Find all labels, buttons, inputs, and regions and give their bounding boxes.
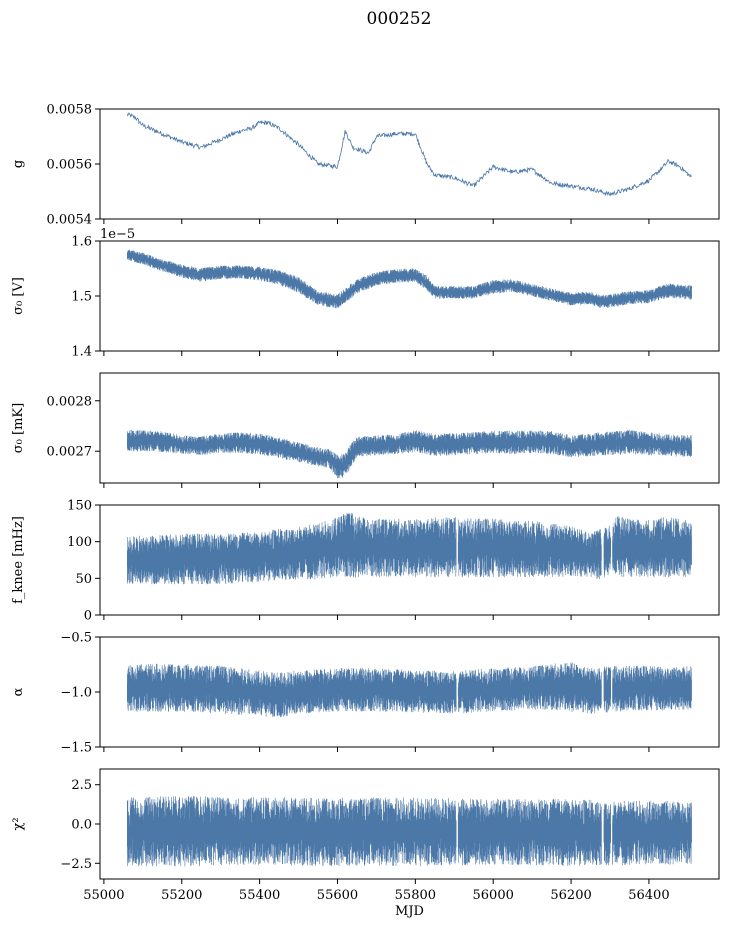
y-tick-label: 2.5 xyxy=(71,778,92,793)
y-axis-label: g xyxy=(11,160,26,168)
panel-6: −2.5 0.0 2.5 55000 55200 55400 55600 55800 56000… xyxy=(11,768,720,919)
series-band xyxy=(127,512,692,585)
series-line xyxy=(126,111,692,197)
offset-text: 1e−5 xyxy=(100,227,135,242)
series-group xyxy=(127,512,692,585)
y-axis-label: f_knee [mHz] xyxy=(11,516,26,604)
x-axis-label: MJD xyxy=(395,904,424,919)
y-tick-label: 100 xyxy=(67,535,92,550)
x-tick-label: 55000 xyxy=(83,888,124,903)
axes-frame xyxy=(99,240,720,352)
y-tick-label: 0.0058 xyxy=(47,103,93,118)
y-tick-label: 1.6 xyxy=(71,235,92,250)
axes-frame xyxy=(99,372,720,484)
panel-5: −1.5 −1.0 −0.5 α xyxy=(11,631,720,756)
y-tick-label: 0 xyxy=(84,609,92,624)
series-group xyxy=(126,111,692,197)
y-tick-label: −1.0 xyxy=(60,686,92,701)
y-tick-label: −1.5 xyxy=(60,741,92,756)
x-tick-label: 55800 xyxy=(395,888,436,903)
x-tick-label: 56200 xyxy=(550,888,591,903)
y-tick-label: 0.0056 xyxy=(47,158,93,173)
series-band xyxy=(127,796,692,867)
y-tick-label: −0.5 xyxy=(60,631,92,646)
series-band xyxy=(127,430,692,479)
axes-frame xyxy=(99,504,720,616)
series-group xyxy=(127,430,692,479)
panel-4: 0 50 100 150 f_knee [mHz] xyxy=(11,499,720,624)
series-group xyxy=(127,249,692,309)
y-tick-label: 1.4 xyxy=(71,345,92,360)
series-group xyxy=(127,796,692,867)
y-tick-label: 150 xyxy=(67,499,92,514)
y-tick-label: 1.5 xyxy=(71,290,92,305)
x-tick-label: 55400 xyxy=(239,888,280,903)
x-tick-label: 55600 xyxy=(317,888,358,903)
series-band xyxy=(127,662,692,718)
y-tick-label: −2.5 xyxy=(60,857,92,872)
panel-3: 0.0027 0.0028 σ₀ [mK] xyxy=(11,372,720,488)
x-tick-label: 56000 xyxy=(473,888,514,903)
y-axis-label: α xyxy=(11,687,26,696)
x-tick-label: 55200 xyxy=(161,888,202,903)
panel-1: 0.0054 0.0056 0.0058 g xyxy=(11,103,720,228)
series-group xyxy=(127,662,692,718)
figure-title: 000252 xyxy=(367,9,432,29)
y-tick-label: 0.0028 xyxy=(47,394,93,409)
series-band xyxy=(127,249,692,309)
panel-2: 1.4 1.5 1.6 1e−5 σ₀ [V] xyxy=(11,227,720,360)
y-tick-label: 0.0054 xyxy=(47,213,93,228)
axes-frame xyxy=(99,108,720,220)
y-axis-label: σ₀ [mK] xyxy=(11,403,26,453)
y-tick-label: 0.0 xyxy=(71,818,92,833)
y-axis-label: χ² xyxy=(11,817,26,830)
panels-group: 0.0054 0.0056 0.0058 g 1.4 1.5 1.6 1e−5 σ₀ [V] 0.… xyxy=(11,103,720,919)
x-tick-label: 56400 xyxy=(628,888,669,903)
y-axis-label: σ₀ [V] xyxy=(11,277,26,315)
y-tick-label: 0.0027 xyxy=(47,445,93,460)
y-tick-label: 50 xyxy=(75,572,92,587)
